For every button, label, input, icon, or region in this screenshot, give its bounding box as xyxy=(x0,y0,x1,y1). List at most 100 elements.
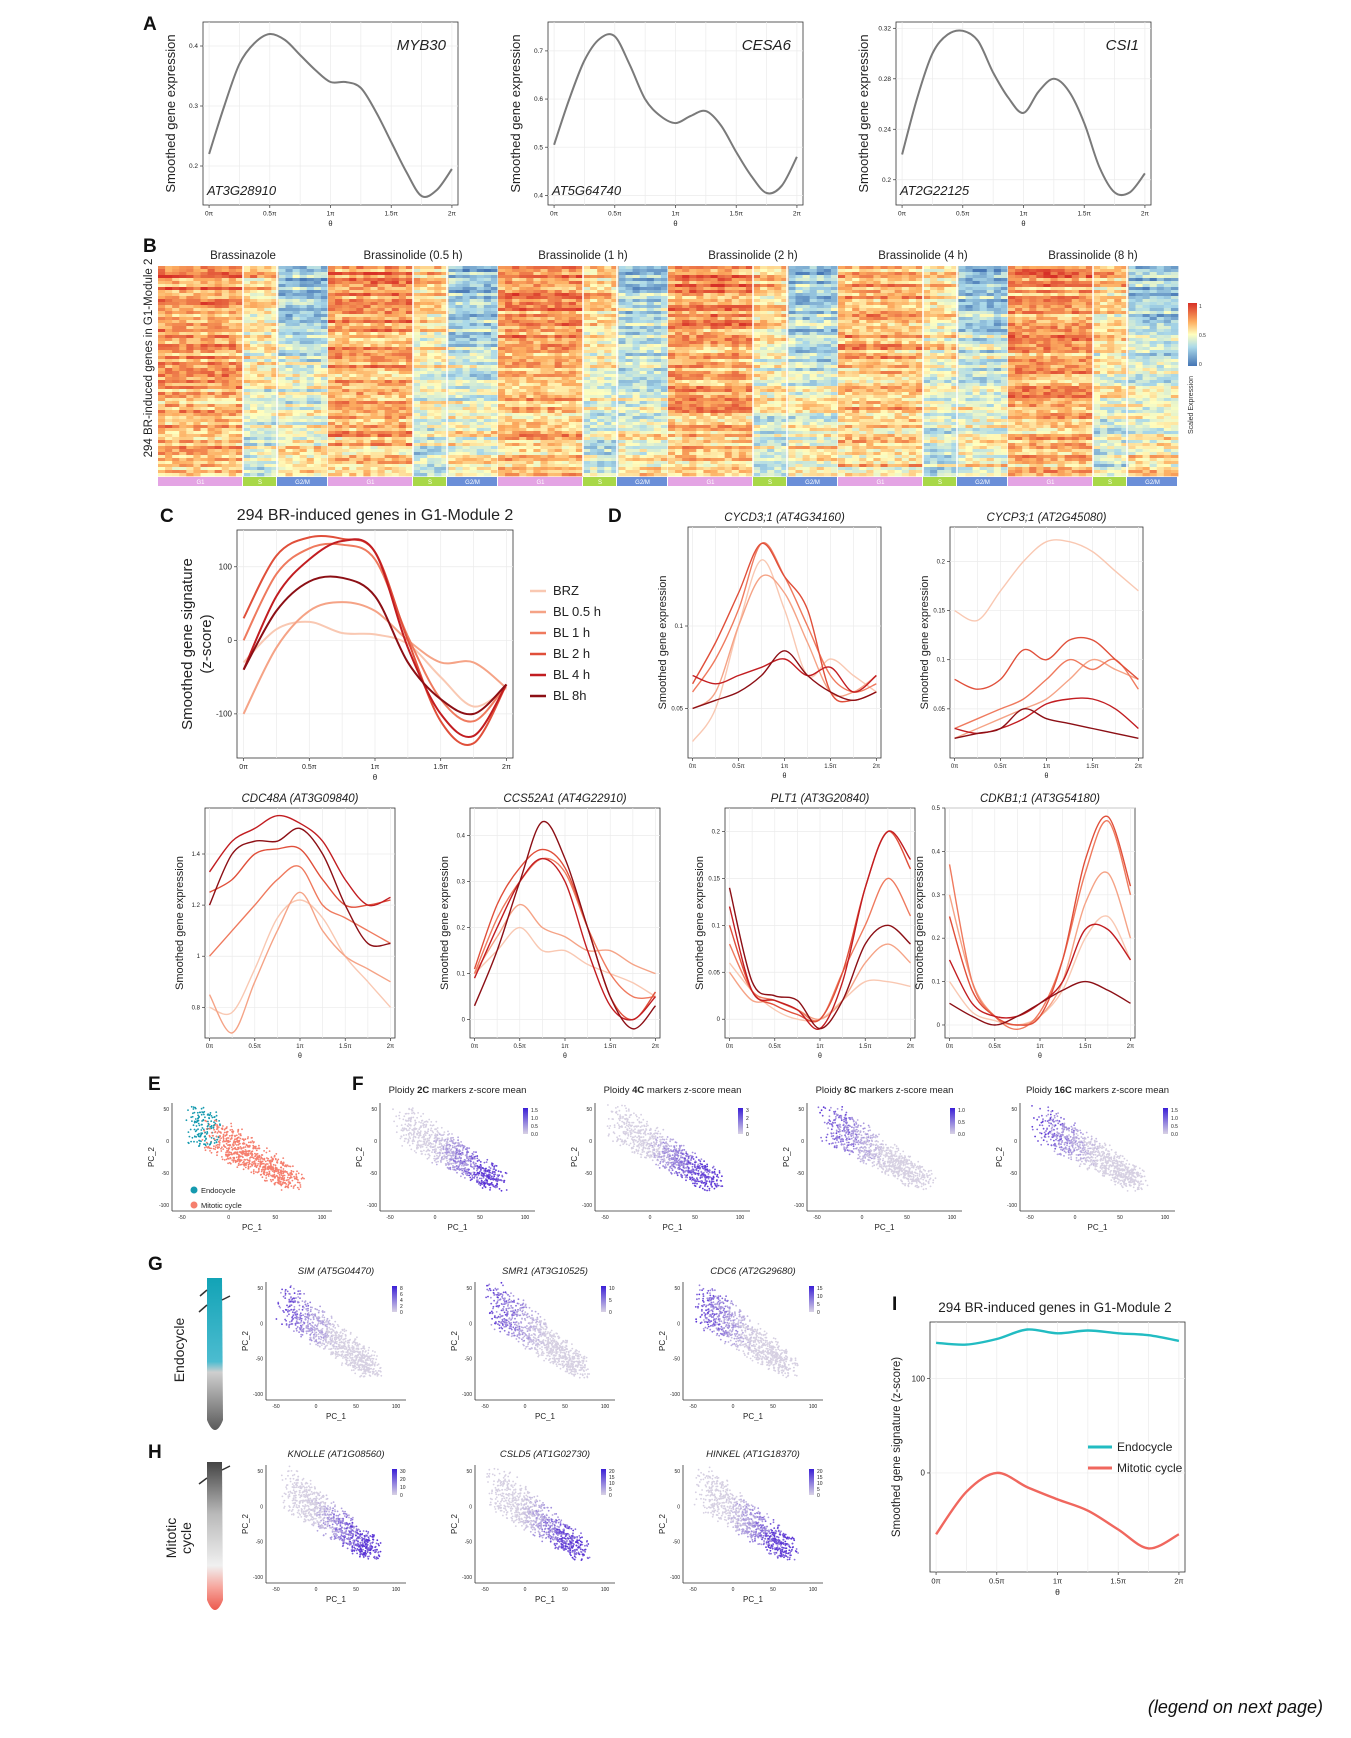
heatmap-cell xyxy=(512,371,519,374)
heatmap-cell xyxy=(583,431,590,434)
heatmap-cell xyxy=(314,341,321,344)
heatmap-cell xyxy=(293,353,300,356)
heatmap-cell xyxy=(229,362,236,365)
heatmap-cell xyxy=(250,458,257,461)
heatmap-cell xyxy=(300,293,307,296)
heatmap-cell xyxy=(215,350,222,353)
heatmap-cell xyxy=(314,311,321,314)
heatmap-cell xyxy=(618,344,625,347)
heatmap-cell xyxy=(363,266,370,269)
heatmap-cell xyxy=(548,392,555,395)
heatmap-cell xyxy=(633,350,640,353)
heatmap-cell xyxy=(463,386,470,389)
heatmap-cell xyxy=(618,383,625,386)
heatmap-cell xyxy=(186,473,193,476)
heatmap-cell xyxy=(519,317,526,320)
heatmap-cell xyxy=(618,335,625,338)
heatmap-cell xyxy=(342,329,349,332)
heatmap-cell xyxy=(229,464,236,467)
heatmap-cell xyxy=(243,329,250,332)
heatmap-cell xyxy=(470,353,477,356)
heatmap-cell xyxy=(548,431,555,434)
heatmap-cell xyxy=(186,323,193,326)
heatmap-cell xyxy=(548,344,555,347)
heatmap-cell xyxy=(264,437,271,440)
heatmap-cell xyxy=(257,308,264,311)
heatmap-cell xyxy=(484,386,491,389)
heatmap-cell xyxy=(208,401,215,404)
heatmap-cell xyxy=(491,311,498,314)
heatmap-cell xyxy=(654,401,661,404)
heatmap-cell xyxy=(371,458,378,461)
heatmap-cell xyxy=(314,392,321,395)
heatmap-cell xyxy=(626,290,633,293)
heatmap-cell xyxy=(158,467,165,470)
heatmap-cell xyxy=(597,422,604,425)
heatmap-cell xyxy=(385,407,392,410)
heatmap-cell xyxy=(590,350,597,353)
heatmap-cell xyxy=(264,446,271,449)
heatmap-cell xyxy=(640,338,647,341)
heatmap-cell xyxy=(243,464,250,467)
heatmap-cell xyxy=(448,347,455,350)
heatmap-cell xyxy=(661,269,668,272)
heatmap-cell xyxy=(243,320,250,323)
heatmap-cell xyxy=(208,359,215,362)
heatmap-cell xyxy=(555,416,562,419)
heatmap-cell xyxy=(286,467,293,470)
heatmap-cell xyxy=(371,428,378,431)
heatmap-cell xyxy=(533,398,540,401)
heatmap-cell xyxy=(519,416,526,419)
heatmap-cell xyxy=(505,335,512,338)
heatmap-cell xyxy=(335,398,342,401)
heatmap-cell xyxy=(633,386,640,389)
heatmap-cell xyxy=(434,398,441,401)
heatmap-cell xyxy=(201,317,208,320)
heatmap-cell xyxy=(484,311,491,314)
heatmap-cell xyxy=(208,446,215,449)
heatmap-cell xyxy=(533,422,540,425)
heatmap-cell xyxy=(321,314,328,317)
heatmap-cell xyxy=(172,326,179,329)
heatmap-cell xyxy=(583,407,590,410)
heatmap-cell xyxy=(328,299,335,302)
heatmap-cell xyxy=(654,371,661,374)
heatmap-cell xyxy=(413,431,420,434)
heatmap-cell xyxy=(229,407,236,410)
heatmap-cell xyxy=(222,278,229,281)
heatmap-cell xyxy=(590,431,597,434)
heatmap-cell xyxy=(491,416,498,419)
heatmap-cell xyxy=(640,311,647,314)
heatmap-cell xyxy=(300,353,307,356)
heatmap-cell xyxy=(541,422,548,425)
heatmap-cell xyxy=(385,326,392,329)
heatmap-cell xyxy=(420,266,427,269)
heatmap-cell xyxy=(257,275,264,278)
heatmap-cell xyxy=(314,350,321,353)
heatmap-cell xyxy=(519,377,526,380)
heatmap-cell xyxy=(470,404,477,407)
heatmap-cell xyxy=(498,437,505,440)
heatmap-cell xyxy=(661,413,668,416)
heatmap-cell xyxy=(533,356,540,359)
heatmap-cell xyxy=(172,293,179,296)
heatmap-cell xyxy=(158,347,165,350)
heatmap-cell xyxy=(526,356,533,359)
heatmap-cell xyxy=(491,341,498,344)
heatmap-cell xyxy=(647,266,654,269)
heatmap-cell xyxy=(250,470,257,473)
heatmap-cell xyxy=(647,365,654,368)
heatmap-cell xyxy=(222,329,229,332)
heatmap-cell xyxy=(172,455,179,458)
heatmap-cell xyxy=(555,305,562,308)
heatmap-cell xyxy=(172,320,179,323)
heatmap-cell xyxy=(208,374,215,377)
heatmap-cell xyxy=(448,377,455,380)
heatmap-cell xyxy=(519,419,526,422)
heatmap-cell xyxy=(498,317,505,320)
heatmap-cell xyxy=(300,413,307,416)
heatmap-cell xyxy=(640,389,647,392)
heatmap-cell xyxy=(208,395,215,398)
heatmap-cell xyxy=(548,404,555,407)
heatmap-cell xyxy=(555,383,562,386)
